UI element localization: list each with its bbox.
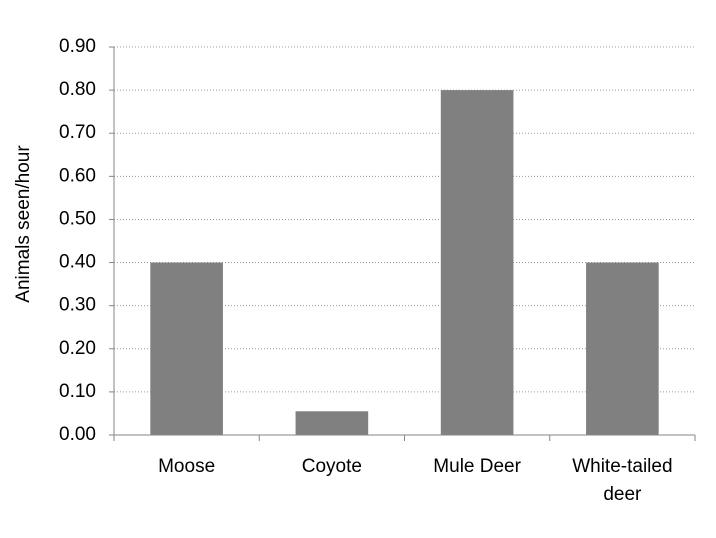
bar	[586, 262, 659, 435]
bar	[295, 411, 369, 435]
y-tick-label: 0.90	[59, 36, 96, 57]
x-tick-label: White-tailed deer	[572, 456, 673, 505]
y-tick-label: 0.50	[59, 208, 96, 229]
y-axis-title: Animals seen/hour	[13, 145, 34, 303]
bar	[150, 262, 223, 435]
y-tick-label: 0.60	[59, 165, 96, 186]
y-tick-label: 0.80	[59, 79, 96, 100]
x-tick-label: Moose	[158, 456, 216, 477]
bar	[440, 90, 514, 435]
y-tick-label: 0.30	[59, 295, 96, 316]
y-tick-label: 0.70	[59, 122, 96, 143]
x-tick-label: Coyote	[301, 456, 362, 477]
y-tick-label: 0.20	[59, 338, 96, 359]
y-tick-label: 0.00	[59, 424, 96, 445]
y-tick-label: 0.40	[59, 252, 96, 273]
y-tick-label: 0.10	[59, 381, 96, 402]
x-tick-label: Mule Deer	[433, 456, 521, 477]
